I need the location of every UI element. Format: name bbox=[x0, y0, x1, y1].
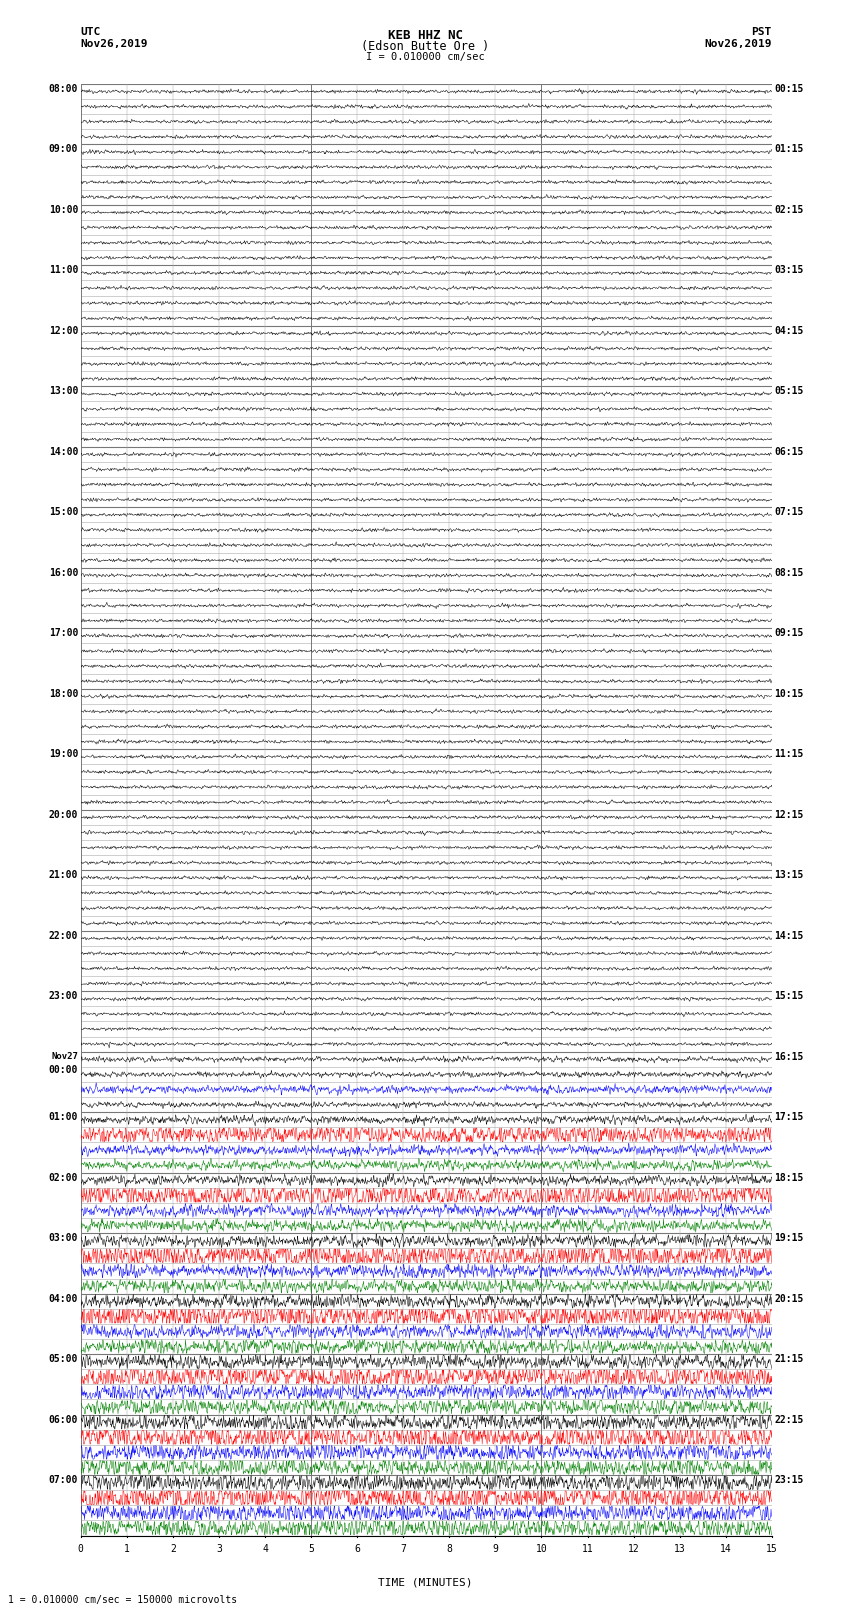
Text: 5: 5 bbox=[309, 1544, 314, 1553]
Text: 23:00: 23:00 bbox=[48, 990, 78, 1002]
Text: 15:15: 15:15 bbox=[774, 990, 804, 1002]
Text: 7: 7 bbox=[400, 1544, 406, 1553]
Text: 19:00: 19:00 bbox=[48, 748, 78, 760]
Text: Nov26,2019: Nov26,2019 bbox=[705, 39, 772, 48]
Text: 10:00: 10:00 bbox=[48, 205, 78, 215]
Text: 02:15: 02:15 bbox=[774, 205, 804, 215]
Text: 14:00: 14:00 bbox=[48, 447, 78, 456]
Text: 12:15: 12:15 bbox=[774, 810, 804, 819]
Text: 22:15: 22:15 bbox=[774, 1415, 804, 1424]
Text: 1 = 0.010000 cm/sec = 150000 microvolts: 1 = 0.010000 cm/sec = 150000 microvolts bbox=[8, 1595, 238, 1605]
Text: 07:15: 07:15 bbox=[774, 508, 804, 518]
Text: 09:15: 09:15 bbox=[774, 627, 804, 639]
Text: 04:00: 04:00 bbox=[48, 1294, 78, 1303]
Text: 00:15: 00:15 bbox=[774, 84, 804, 94]
Text: 12:00: 12:00 bbox=[48, 326, 78, 336]
Text: 18:00: 18:00 bbox=[48, 689, 78, 698]
Text: 09:00: 09:00 bbox=[48, 145, 78, 155]
Text: 9: 9 bbox=[492, 1544, 498, 1553]
Text: 16:00: 16:00 bbox=[48, 568, 78, 577]
Text: PST: PST bbox=[751, 27, 772, 37]
Text: KEB HHZ NC: KEB HHZ NC bbox=[388, 29, 462, 42]
Text: 14:15: 14:15 bbox=[774, 931, 804, 940]
Text: 20:00: 20:00 bbox=[48, 810, 78, 819]
Text: I = 0.010000 cm/sec: I = 0.010000 cm/sec bbox=[366, 52, 484, 61]
Text: 03:00: 03:00 bbox=[48, 1232, 78, 1244]
Text: 01:00: 01:00 bbox=[48, 1113, 78, 1123]
Text: 06:00: 06:00 bbox=[48, 1415, 78, 1424]
Text: 15:00: 15:00 bbox=[48, 508, 78, 518]
Text: 6: 6 bbox=[354, 1544, 360, 1553]
Text: 2: 2 bbox=[170, 1544, 176, 1553]
Text: 17:00: 17:00 bbox=[48, 627, 78, 639]
Text: Nov27: Nov27 bbox=[51, 1052, 78, 1061]
Text: 13:00: 13:00 bbox=[48, 387, 78, 397]
Text: 13: 13 bbox=[674, 1544, 686, 1553]
Text: 10:15: 10:15 bbox=[774, 689, 804, 698]
Text: 22:00: 22:00 bbox=[48, 931, 78, 940]
Text: 15: 15 bbox=[766, 1544, 778, 1553]
Text: 18:15: 18:15 bbox=[774, 1173, 804, 1182]
Text: 19:15: 19:15 bbox=[774, 1232, 804, 1244]
Text: 10: 10 bbox=[536, 1544, 547, 1553]
Text: 06:15: 06:15 bbox=[774, 447, 804, 456]
Text: 11:15: 11:15 bbox=[774, 748, 804, 760]
Text: 21:15: 21:15 bbox=[774, 1355, 804, 1365]
Text: TIME (MINUTES): TIME (MINUTES) bbox=[377, 1578, 473, 1587]
Text: 00:00: 00:00 bbox=[48, 1065, 78, 1074]
Text: 23:15: 23:15 bbox=[774, 1474, 804, 1486]
Text: 8: 8 bbox=[446, 1544, 452, 1553]
Text: 1: 1 bbox=[124, 1544, 130, 1553]
Text: 17:15: 17:15 bbox=[774, 1113, 804, 1123]
Text: 16:15: 16:15 bbox=[774, 1052, 804, 1061]
Text: Nov26,2019: Nov26,2019 bbox=[81, 39, 148, 48]
Text: 0: 0 bbox=[78, 1544, 83, 1553]
Text: (Edson Butte Ore ): (Edson Butte Ore ) bbox=[361, 40, 489, 53]
Text: 01:15: 01:15 bbox=[774, 145, 804, 155]
Text: 02:00: 02:00 bbox=[48, 1173, 78, 1182]
Text: 03:15: 03:15 bbox=[774, 266, 804, 276]
Text: 08:00: 08:00 bbox=[48, 84, 78, 94]
Text: UTC: UTC bbox=[81, 27, 101, 37]
Text: 05:15: 05:15 bbox=[774, 387, 804, 397]
Text: 12: 12 bbox=[627, 1544, 639, 1553]
Text: 04:15: 04:15 bbox=[774, 326, 804, 336]
Text: 05:00: 05:00 bbox=[48, 1355, 78, 1365]
Text: 08:15: 08:15 bbox=[774, 568, 804, 577]
Text: 3: 3 bbox=[216, 1544, 222, 1553]
Text: 14: 14 bbox=[720, 1544, 732, 1553]
Text: 11:00: 11:00 bbox=[48, 266, 78, 276]
Text: 11: 11 bbox=[581, 1544, 593, 1553]
Text: 20:15: 20:15 bbox=[774, 1294, 804, 1303]
Text: 4: 4 bbox=[262, 1544, 268, 1553]
Text: 07:00: 07:00 bbox=[48, 1474, 78, 1486]
Text: 21:00: 21:00 bbox=[48, 871, 78, 881]
Text: 13:15: 13:15 bbox=[774, 871, 804, 881]
